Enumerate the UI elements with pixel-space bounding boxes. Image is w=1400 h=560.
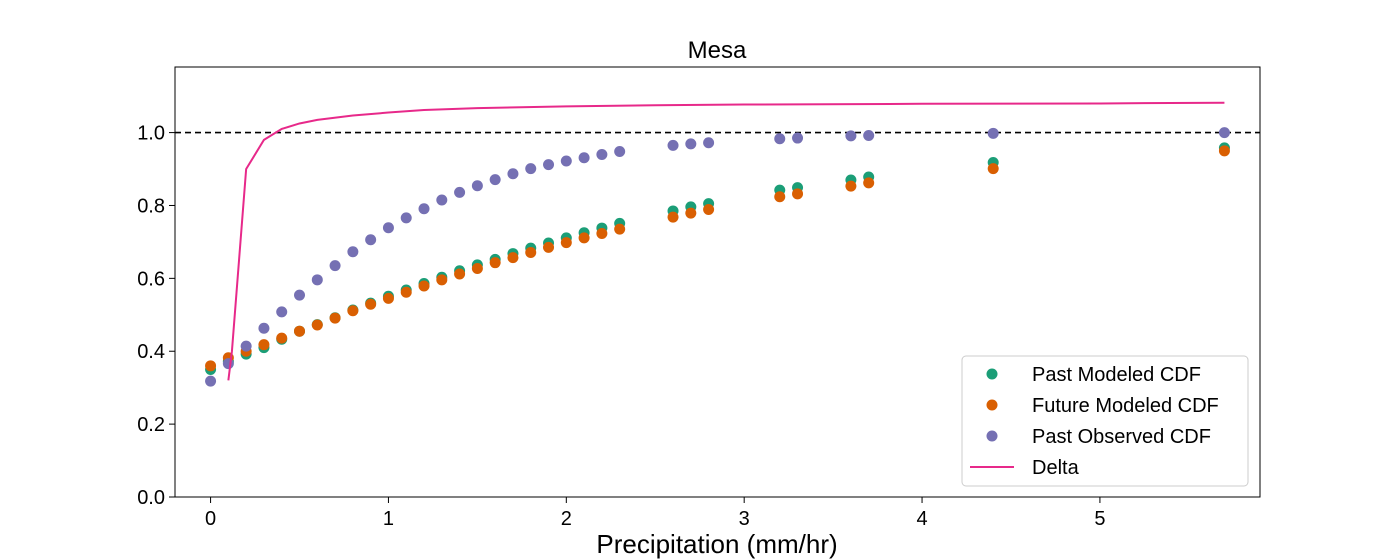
data-point [987,163,999,175]
data-point [578,232,590,244]
data-point [436,194,448,206]
plot-frame [174,66,1261,498]
y-tick-label: 0.2 [137,414,165,436]
data-point [276,332,288,344]
data-point [578,152,590,164]
y-tick-label: 0.4 [137,341,165,363]
data-point [471,180,483,192]
data-point [507,168,519,180]
chart-title: Mesa [688,37,747,64]
data-point [543,241,555,253]
legend-items: Past Modeled CDF Future Modeled CDF Past O… [970,364,1219,479]
x-tick-label: 2 [561,508,572,530]
data-point [507,252,519,264]
legend-box [961,355,1249,487]
data-point [560,237,572,249]
data-point [418,203,430,215]
data-point [222,358,234,370]
data-point [240,340,252,352]
legend-label: Future Modeled CDF [1032,395,1219,417]
data-point [614,146,626,158]
data-point [329,312,341,324]
data-point [347,246,359,258]
y-tick-label: 0.6 [137,268,165,290]
data-point [436,274,448,286]
data-point [1218,127,1230,139]
data-point [347,305,359,317]
data-point [258,339,270,351]
data-point [774,191,786,203]
data-point [845,180,857,192]
data-point [703,137,715,149]
y-tick-label: 0.8 [137,195,165,217]
data-point [525,246,537,258]
delta-line [227,101,1225,381]
data-point [703,203,715,215]
data-point [205,375,217,387]
data-point [294,325,306,337]
legend-label: Past Observed CDF [1032,426,1211,448]
data-point [471,263,483,275]
data-point [543,159,555,171]
data-point [667,139,679,151]
data-point [311,319,323,331]
x-tick-label: 0 [205,508,216,530]
data-point [792,132,804,144]
data-point [596,148,608,160]
data-point [489,174,501,186]
data-point [400,212,412,224]
data-point [685,138,697,150]
data-point [454,268,466,280]
series-3 [227,101,1225,381]
legend-marker [986,368,998,380]
legend-label: Delta [1032,457,1080,479]
plot-area [175,101,1260,387]
axes: 0 1 2 3 4 5 0.0 0.2 0.4 0.6 0.8 1.0 [137,123,1105,530]
data-point [685,207,697,219]
legend-marker [986,430,998,442]
data-point [454,186,466,198]
legend-label: Past Modeled CDF [1032,364,1201,386]
data-point [276,306,288,318]
data-point [382,292,394,304]
data-point [489,257,501,269]
data-point [418,280,430,292]
data-point [614,223,626,235]
x-tick-label: 4 [916,508,927,530]
data-point [205,360,217,372]
x-axis-label: Precipitation (mm/hr) [596,529,837,559]
series-1 [205,145,1230,372]
data-point [258,322,270,334]
data-point [596,228,608,240]
x-tick-label: 5 [1094,508,1105,530]
data-point [1218,145,1230,157]
data-point [987,127,999,139]
data-point [845,130,857,142]
legend: Past Modeled CDF Future Modeled CDF Past O… [961,355,1249,487]
legend-marker [986,399,998,411]
data-point [863,130,875,142]
data-point [863,177,875,189]
data-point [294,289,306,301]
data-point [774,133,786,145]
x-tick-label: 1 [383,508,394,530]
data-point [382,222,394,234]
data-point [792,188,804,200]
y-tick-label: 0.0 [137,487,165,509]
data-point [525,163,537,175]
data-point [329,260,341,272]
data-point [365,298,377,310]
y-tick-label: 1.0 [137,123,165,145]
data-point [400,286,412,298]
x-tick-label: 3 [739,508,750,530]
data-point [311,274,323,286]
data-point [667,211,679,223]
data-point [560,155,572,167]
data-point [365,234,377,246]
series-2 [205,127,1230,387]
